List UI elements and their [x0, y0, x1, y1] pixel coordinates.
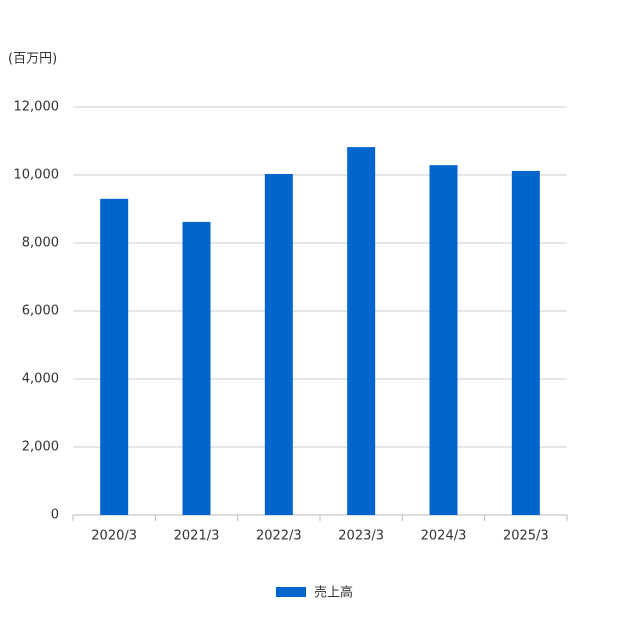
y-tick-label: 0: [51, 508, 59, 523]
bar: [100, 198, 129, 516]
y-tick-label: 2,000: [22, 440, 59, 455]
x-tick-label: 2025/3: [503, 529, 549, 544]
bar: [347, 147, 376, 515]
x-tick-label: 2021/3: [174, 529, 220, 544]
y-tick-label: 6,000: [22, 304, 59, 319]
y-tick-label: 4,000: [22, 372, 59, 387]
x-tick-label: 2022/3: [256, 529, 302, 544]
y-tick-label: 8,000: [22, 236, 59, 251]
y-tick-label: 10,000: [14, 168, 60, 183]
x-tick-label: 2020/3: [91, 529, 137, 544]
bar: [429, 165, 458, 515]
x-tick-label: 2024/3: [421, 529, 467, 544]
legend-swatch: [276, 587, 306, 597]
bar: [264, 173, 293, 516]
bar: [182, 221, 211, 516]
y-tick-label: 12,000: [14, 100, 60, 115]
x-tick-label: 2023/3: [338, 529, 384, 544]
legend-label: 売上高: [314, 585, 353, 601]
y-axis-label: (百万円): [8, 52, 57, 67]
bar: [511, 170, 540, 516]
